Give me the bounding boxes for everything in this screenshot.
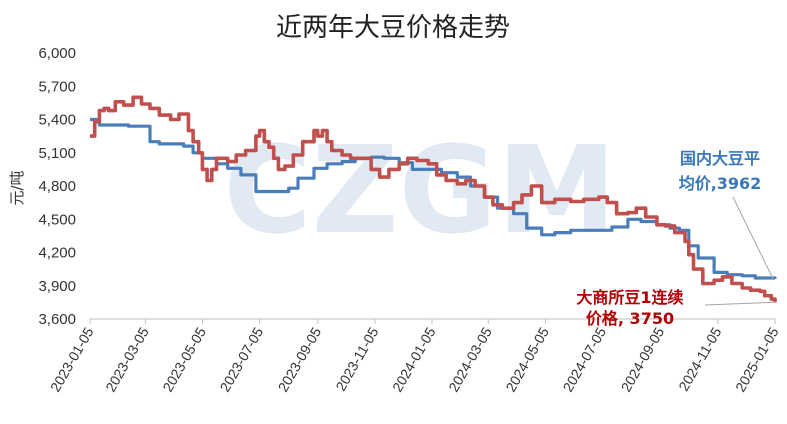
x-tick-label: 2024-09-05 [618,324,668,394]
y-tick-label: 4,200 [38,245,76,262]
x-axis: 2023-01-05 2023-03-05 2023-05-05 2023-07-05… [47,318,782,395]
x-tick-label: 2023-03-05 [102,324,152,394]
series-group [90,95,777,303]
y-tick-label: 4,500 [38,211,76,228]
x-tick-label: 2023-07-05 [217,324,267,394]
x-tick-label: 2024-05-05 [502,324,552,394]
y-tick-label: 3,900 [38,278,76,295]
x-tick-label: 2024-03-05 [445,324,495,394]
y-tick-label: 6,000 [38,45,76,62]
x-tick-label: 2024-01-05 [389,324,439,394]
y-tick-label: 4,800 [38,178,76,195]
y-tick-label: 3,600 [38,311,76,328]
annotation-leader-line [732,196,774,280]
annotation-label: 价格, 3750 [586,309,674,328]
y-axis: 3,600 3,900 4,200 4,500 4,800 5,100 5,400 5,700… [38,45,76,328]
x-tick-label: 2023-09-05 [275,324,325,394]
chart-title: 近两年大豆价格走势 [276,13,510,43]
x-tick-label: 2023-11-05 [332,324,381,393]
y-axis-label: 元/吨 [8,170,26,205]
y-tick-label: 5,100 [38,145,76,162]
y-tick-label: 5,700 [38,78,76,95]
y-tick-label: 5,400 [38,112,76,129]
annotation-label: 均价,3962 [679,174,762,193]
x-tick-label: 2023-05-05 [159,324,209,394]
x-tick-label: 2024-11-05 [675,324,724,393]
x-tick-label: 2023-01-05 [47,324,97,394]
annotation-leader-line [704,301,774,306]
annotation-label: 大商所豆1连续 [576,288,683,307]
annotation-label: 国内大豆平 [680,149,760,168]
x-tick-label: 2025-01-05 [732,324,782,394]
x-tick-label: 2024-07-05 [560,324,610,394]
series-dce-soybean-line [90,95,777,303]
